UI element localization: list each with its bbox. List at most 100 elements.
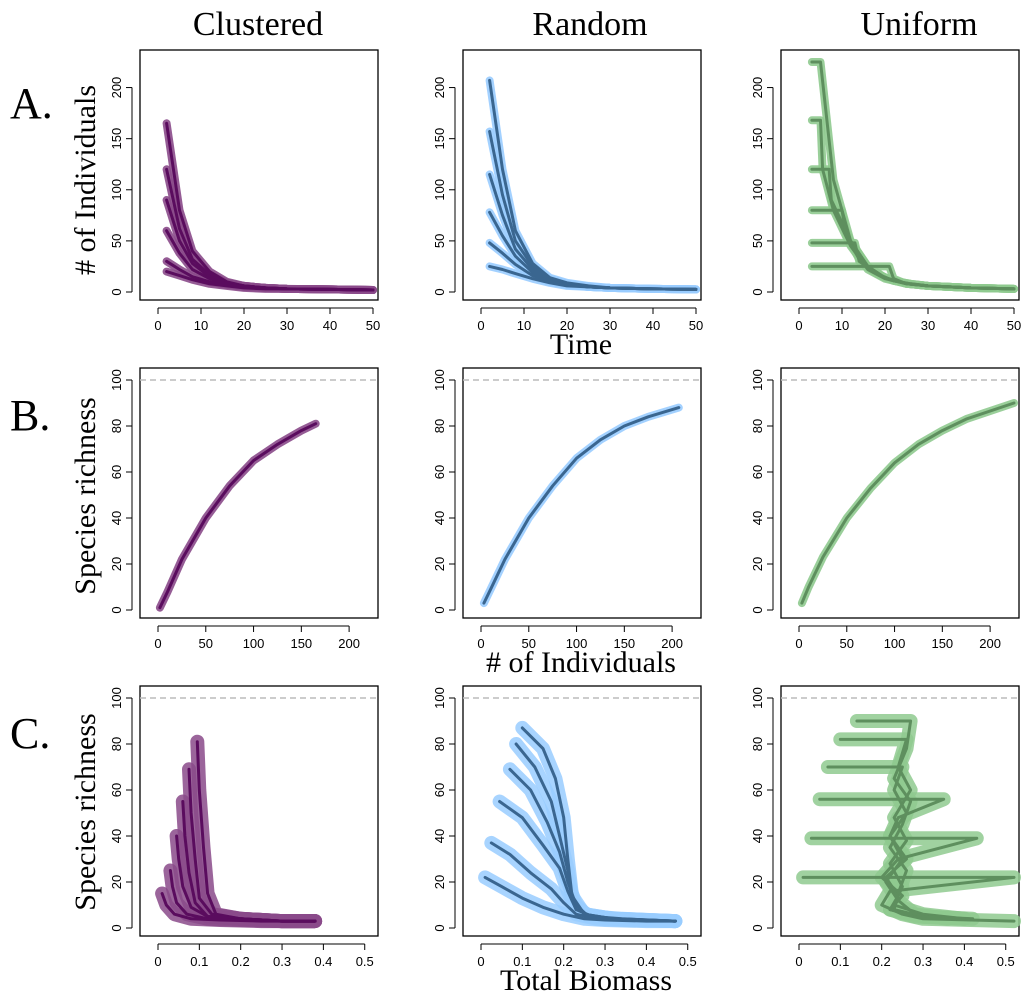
y-tick-label: 0 xyxy=(750,288,765,295)
x-tick-label: 20 xyxy=(237,318,251,333)
x-tick-label: 0.1 xyxy=(190,954,208,969)
x-tick-label: 0.2 xyxy=(873,954,891,969)
column-title-uniform: Uniform xyxy=(860,6,977,43)
x-tick-label: 0.5 xyxy=(997,954,1015,969)
y-tick-label: 20 xyxy=(750,875,765,889)
row-label-c: C. xyxy=(10,709,50,758)
panel-a-random: 0 50 100 150 200 0 10 20 30 40 50 xyxy=(432,49,703,333)
panel-a-clustered: 0 50 100 150 200 0 10 20 30 40 50 xyxy=(109,49,380,333)
plot-frame xyxy=(139,367,379,619)
x-tick-label: 150 xyxy=(613,636,635,651)
y-tick-label: 60 xyxy=(432,783,447,797)
x-tick-label: 0.5 xyxy=(356,954,374,969)
y-tick-label: 150 xyxy=(432,128,447,150)
x-tick-label: 30 xyxy=(603,318,617,333)
x-tick-label: 0.2 xyxy=(555,954,573,969)
series-line-n25 xyxy=(488,264,698,291)
panel-b-random: 0 20 40 60 80 100 0 50 100 150 200 xyxy=(432,367,702,651)
y-tick-label: 80 xyxy=(750,419,765,433)
y-tick-label: 150 xyxy=(109,128,124,150)
x-tick-label: 40 xyxy=(323,318,337,333)
x-tick-label: 0.2 xyxy=(232,954,250,969)
panel-b-clustered: 0 20 40 60 80 100 0 50 100 150 200 xyxy=(109,367,379,651)
x-tick-label: 0.4 xyxy=(314,954,332,969)
y-tick-label: 0 xyxy=(109,924,124,931)
x-tick-label: 50 xyxy=(1007,318,1021,333)
y-tick-label: 100 xyxy=(109,687,124,709)
x-tick-label: 0.1 xyxy=(831,954,849,969)
x-tick-label: 10 xyxy=(835,318,849,333)
y-tick-label: 100 xyxy=(750,179,765,201)
x-tick-label: 40 xyxy=(964,318,978,333)
series-band-richness xyxy=(479,403,683,608)
y-tick-label: 100 xyxy=(750,369,765,391)
plot-frame xyxy=(139,685,379,937)
y-tick-label: 60 xyxy=(750,783,765,797)
series-line-n25 xyxy=(810,264,1016,291)
x-tick-label: 50 xyxy=(840,636,854,651)
y-tick-label: 0 xyxy=(432,606,447,613)
column-title-random: Random xyxy=(532,6,647,43)
x-tick-label: 0 xyxy=(154,636,161,651)
x-tick-label: 0.1 xyxy=(513,954,531,969)
series-band-s37 xyxy=(484,835,683,929)
x-tick-label: 10 xyxy=(194,318,208,333)
y-tick-label: 20 xyxy=(432,557,447,571)
ylabel-row-c: Species richness xyxy=(69,713,102,910)
column-title-clustered: Clustered xyxy=(193,6,323,43)
panel-c-clustered: 0 20 40 60 80 100 0 0.1 0.2 0.3 0.4 0.5 xyxy=(109,685,379,969)
x-tick-label: 100 xyxy=(884,636,906,651)
y-tick-label: 20 xyxy=(750,557,765,571)
x-tick-label: 100 xyxy=(243,636,265,651)
plot-frame xyxy=(462,49,702,301)
y-tick-label: 80 xyxy=(109,419,124,433)
x-tick-label: 50 xyxy=(366,318,380,333)
panel-a-uniform: 0 50 100 150 200 0 10 20 30 40 50 xyxy=(750,49,1021,333)
y-tick-label: 0 xyxy=(109,288,124,295)
series-line-richness xyxy=(800,401,1016,605)
plot-frame xyxy=(780,49,1020,301)
y-tick-label: 80 xyxy=(750,737,765,751)
ylabel-row-b: Species richness xyxy=(69,397,102,594)
y-tick-label: 60 xyxy=(432,465,447,479)
plot-frame xyxy=(139,49,379,301)
series-band-richness xyxy=(797,399,1018,608)
y-tick-label: 100 xyxy=(750,687,765,709)
y-tick-label: 80 xyxy=(432,737,447,751)
plot-frame xyxy=(462,367,702,619)
y-tick-label: 60 xyxy=(109,783,124,797)
x-tick-label: 150 xyxy=(290,636,312,651)
y-tick-label: 40 xyxy=(432,829,447,843)
row-label-a: A. xyxy=(10,79,53,128)
series-line-s22 xyxy=(483,875,677,923)
x-tick-label: 0.5 xyxy=(679,954,697,969)
series-line-richness xyxy=(158,422,318,610)
x-tick-label: 0 xyxy=(477,318,484,333)
y-tick-label: 0 xyxy=(432,288,447,295)
y-tick-label: 40 xyxy=(432,511,447,525)
xlabel-row-c: Total Biomass xyxy=(500,964,672,997)
y-tick-label: 100 xyxy=(432,369,447,391)
y-tick-label: 40 xyxy=(109,511,124,525)
panel-c-random: 0 20 40 60 80 100 0 0.1 0.2 0.3 0.4 0.5 xyxy=(432,685,702,969)
plot-frame xyxy=(780,685,1020,937)
y-tick-label: 20 xyxy=(109,875,124,889)
y-tick-label: 80 xyxy=(432,419,447,433)
x-tick-label: 150 xyxy=(931,636,953,651)
ylabel-row-a: # of Individuals xyxy=(69,85,102,275)
x-tick-label: 50 xyxy=(689,318,703,333)
series-line-s70 xyxy=(826,765,950,921)
series-line-n225 xyxy=(810,60,1016,291)
x-tick-label: 0 xyxy=(477,954,484,969)
series-line-richness xyxy=(482,406,681,605)
x-tick-label: 0.4 xyxy=(637,954,655,969)
xlabel-row-b: # of Individuals xyxy=(486,646,676,679)
xlabel-row-a: Time xyxy=(550,328,612,361)
y-tick-label: 80 xyxy=(109,737,124,751)
x-tick-label: 50 xyxy=(199,636,213,651)
y-tick-label: 200 xyxy=(750,77,765,99)
x-tick-label: 10 xyxy=(517,318,531,333)
x-tick-label: 0 xyxy=(477,636,484,651)
